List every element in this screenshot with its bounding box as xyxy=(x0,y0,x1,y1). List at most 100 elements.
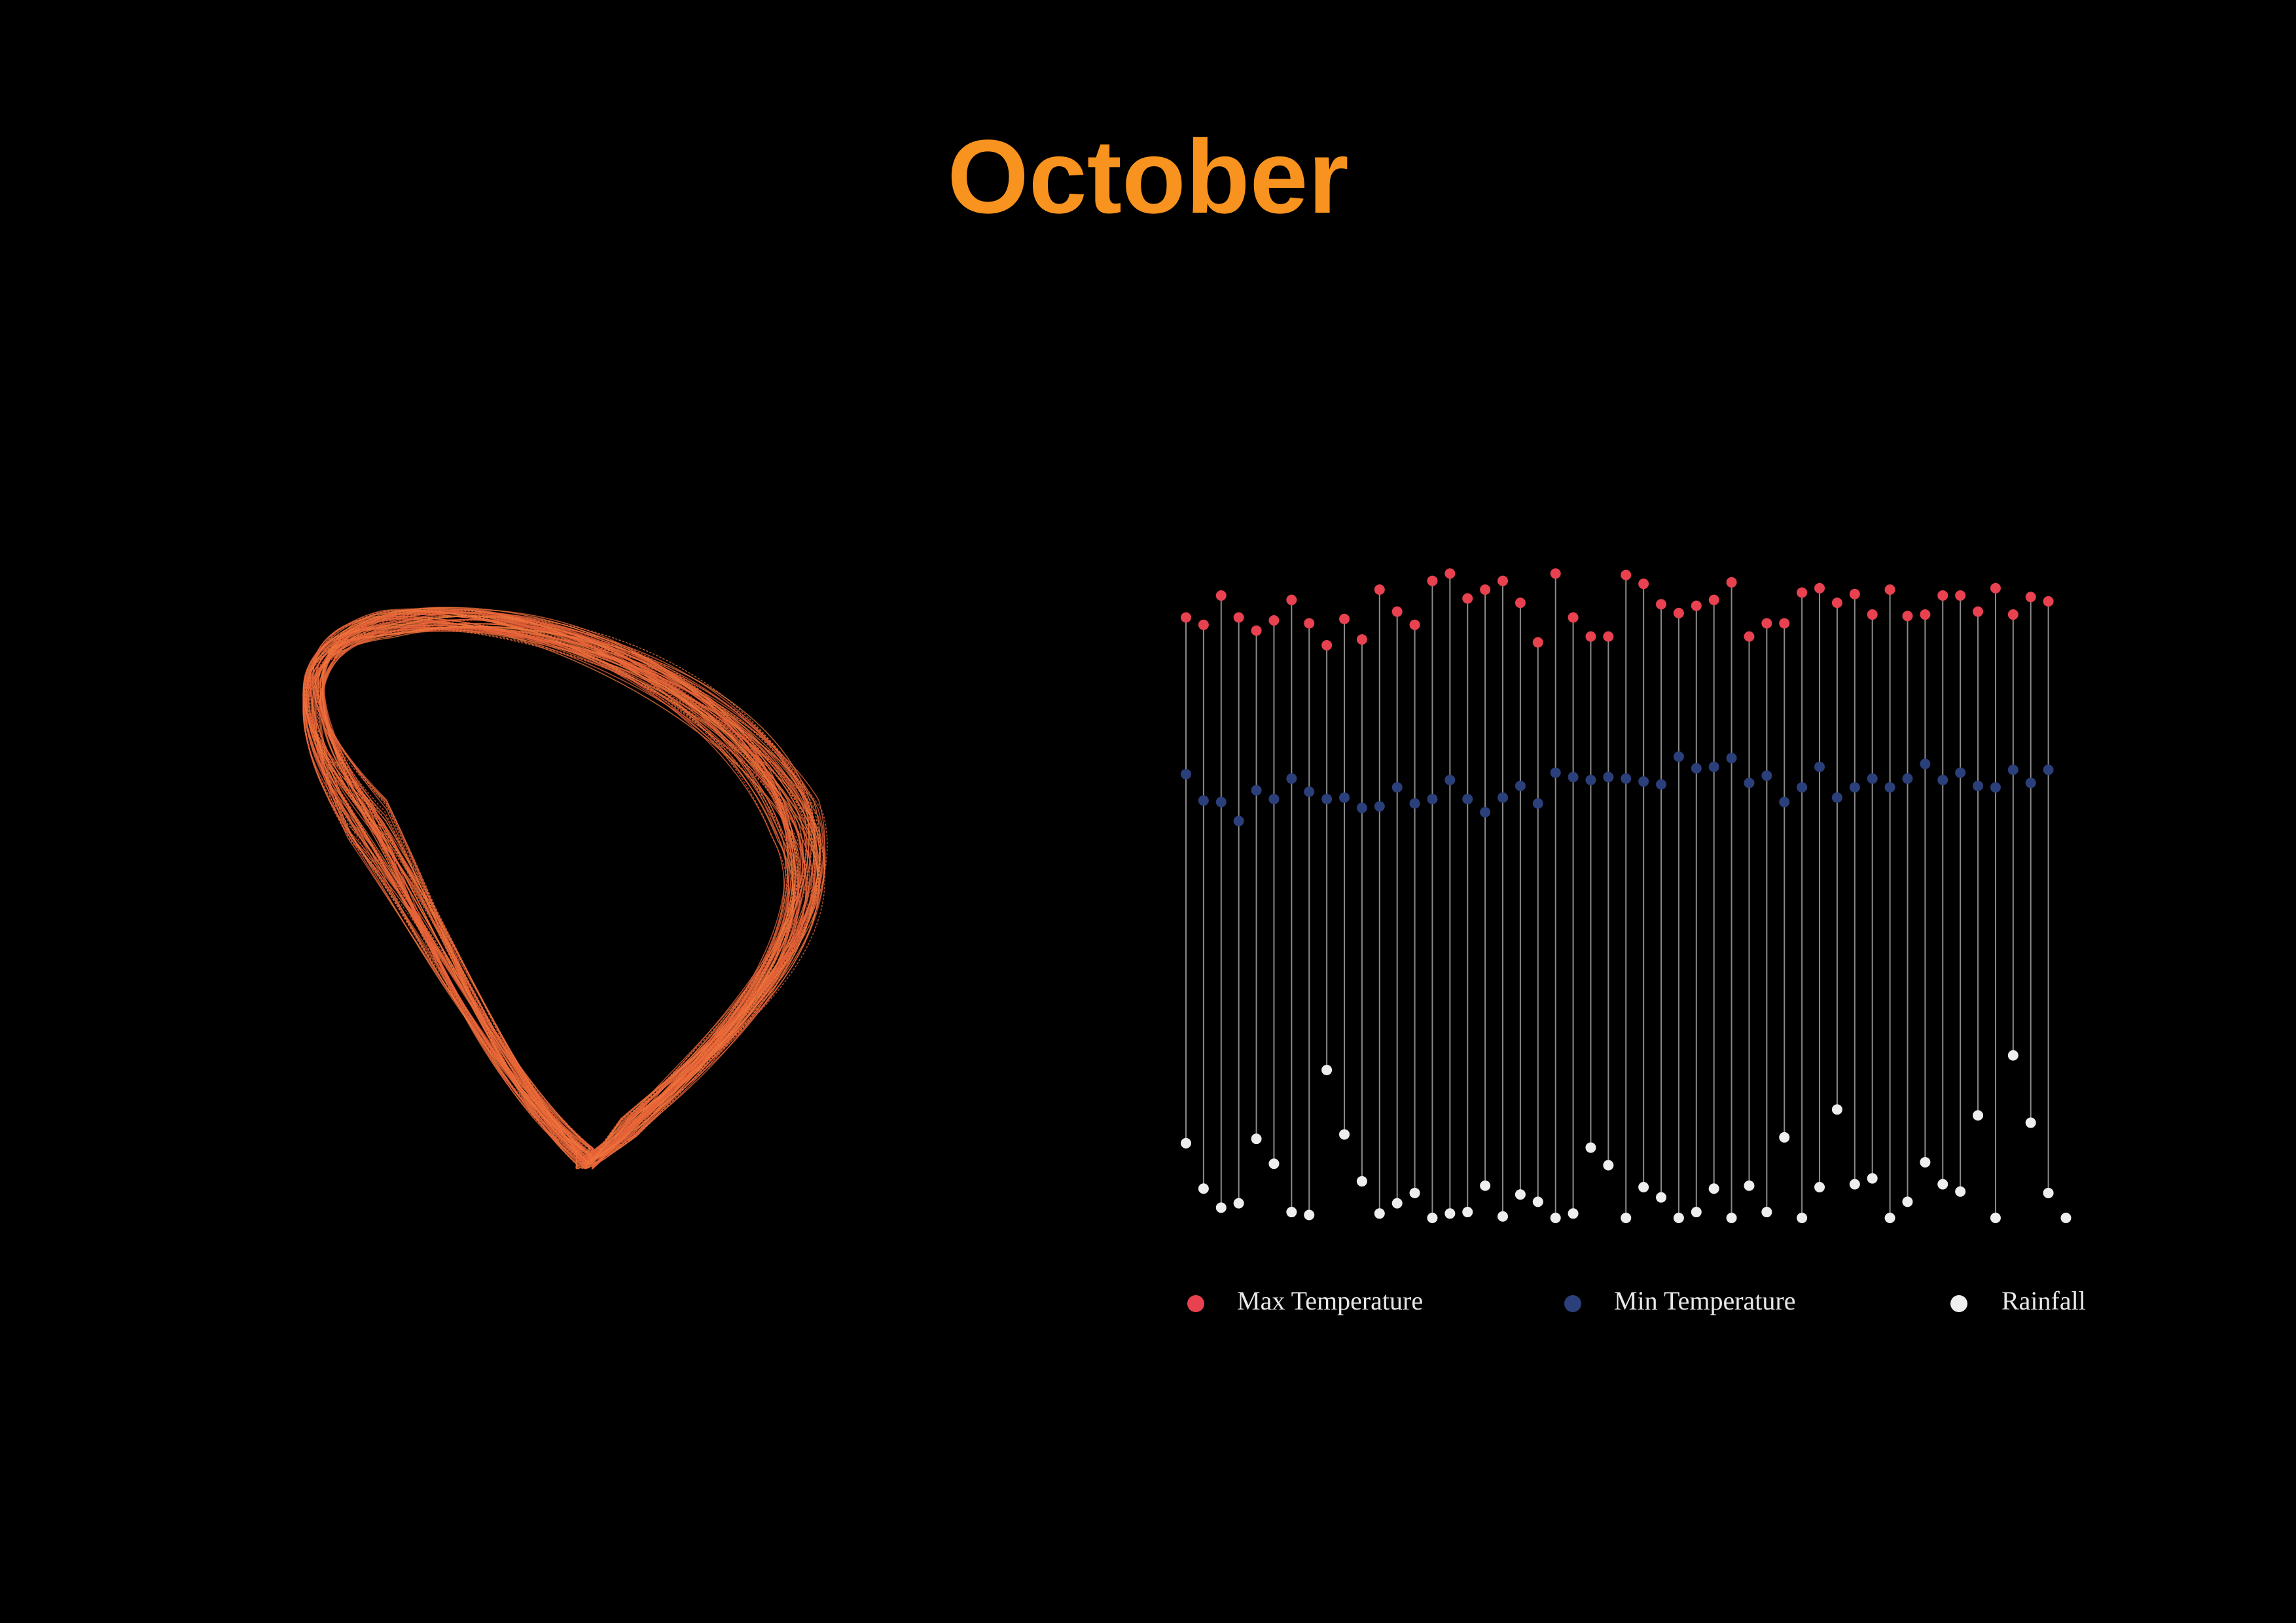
dot xyxy=(1374,1208,1385,1219)
dot xyxy=(1462,593,1473,604)
dot xyxy=(1233,815,1244,827)
legend-label: Min Temperature xyxy=(1614,1286,1795,1315)
dot xyxy=(1902,611,1913,622)
dot xyxy=(1814,1182,1825,1193)
dot xyxy=(1797,587,1808,598)
legend-marker xyxy=(1187,1295,1204,1312)
dot xyxy=(1779,796,1790,808)
dot xyxy=(1356,802,1367,813)
dot xyxy=(1409,1187,1420,1198)
dot xyxy=(2007,609,2018,620)
dot xyxy=(1849,1179,1860,1190)
orbit xyxy=(310,615,820,1162)
dot xyxy=(1726,753,1737,764)
dot xyxy=(1233,1198,1244,1209)
dot xyxy=(1761,770,1772,781)
dot xyxy=(1532,1196,1543,1207)
dot xyxy=(1286,773,1297,784)
dot xyxy=(1215,796,1227,808)
dot xyxy=(1498,792,1509,803)
dot xyxy=(1621,773,1632,784)
dot xyxy=(1532,637,1543,648)
dot xyxy=(1920,758,1931,770)
attractor xyxy=(302,607,828,1169)
dot xyxy=(1708,594,1719,605)
dot xyxy=(1638,1182,1649,1193)
orbit xyxy=(305,607,825,1169)
dot xyxy=(1181,612,1191,623)
dot xyxy=(1638,776,1649,787)
orbit xyxy=(323,619,807,1165)
orbit xyxy=(312,626,796,1159)
dot xyxy=(1515,780,1526,791)
dot xyxy=(2025,1117,2036,1128)
dot xyxy=(1286,1207,1297,1218)
dot xyxy=(1990,782,2001,793)
dot xyxy=(1356,634,1367,645)
dot xyxy=(1673,1213,1684,1223)
dot xyxy=(1427,575,1438,586)
dot xyxy=(1937,590,1948,601)
dot xyxy=(1990,582,2001,594)
dot xyxy=(1268,1158,1280,1169)
dot xyxy=(1391,606,1403,617)
dot xyxy=(1831,1104,1842,1115)
dot xyxy=(1444,1208,1456,1219)
dot xyxy=(1339,792,1350,803)
dot xyxy=(1814,582,1825,594)
orbit xyxy=(306,609,799,1169)
dot xyxy=(1708,761,1719,772)
orbit xyxy=(323,628,803,1158)
dot xyxy=(1849,782,1860,793)
legend-marker xyxy=(1950,1295,1967,1312)
dot xyxy=(1638,579,1649,590)
dot xyxy=(1744,777,1755,789)
dot xyxy=(1726,577,1737,588)
dot xyxy=(1691,763,1702,774)
dot xyxy=(1268,615,1280,626)
dot xyxy=(1831,792,1842,803)
dot xyxy=(1444,568,1456,579)
dot xyxy=(1920,609,1931,620)
dot xyxy=(1831,597,1842,609)
dot xyxy=(1550,1213,1561,1223)
dot xyxy=(1181,1137,1191,1149)
dot xyxy=(1374,801,1385,812)
dot xyxy=(1585,1142,1596,1153)
dot xyxy=(1867,1173,1878,1184)
dot xyxy=(1603,631,1614,642)
dot xyxy=(1937,774,1948,785)
dot xyxy=(1673,751,1684,762)
dot xyxy=(1568,1208,1579,1219)
orbit xyxy=(314,623,826,1162)
dot xyxy=(1198,619,1209,630)
dot xyxy=(1251,1133,1262,1145)
dot xyxy=(1920,1156,1931,1168)
dot xyxy=(1603,1160,1614,1171)
dot xyxy=(1532,798,1543,809)
dot xyxy=(1391,782,1403,793)
dot xyxy=(1744,1180,1755,1191)
dot xyxy=(1656,1192,1667,1203)
dot xyxy=(1498,1211,1509,1222)
dot xyxy=(1814,761,1825,772)
dot xyxy=(1515,1189,1526,1200)
dot xyxy=(1356,1176,1367,1187)
dot xyxy=(1797,1213,1808,1223)
dot xyxy=(1339,613,1350,624)
dot xyxy=(2043,596,2054,607)
dot xyxy=(2025,777,2036,789)
dot xyxy=(1444,774,1456,785)
dot xyxy=(1621,569,1632,580)
dot xyxy=(2007,764,2018,776)
dot xyxy=(1550,568,1561,579)
dot xyxy=(1515,597,1526,609)
dot xyxy=(1215,590,1227,601)
dot xyxy=(1480,807,1491,818)
dot xyxy=(1409,798,1420,809)
dot xyxy=(1251,785,1262,796)
dot xyxy=(1656,599,1667,610)
